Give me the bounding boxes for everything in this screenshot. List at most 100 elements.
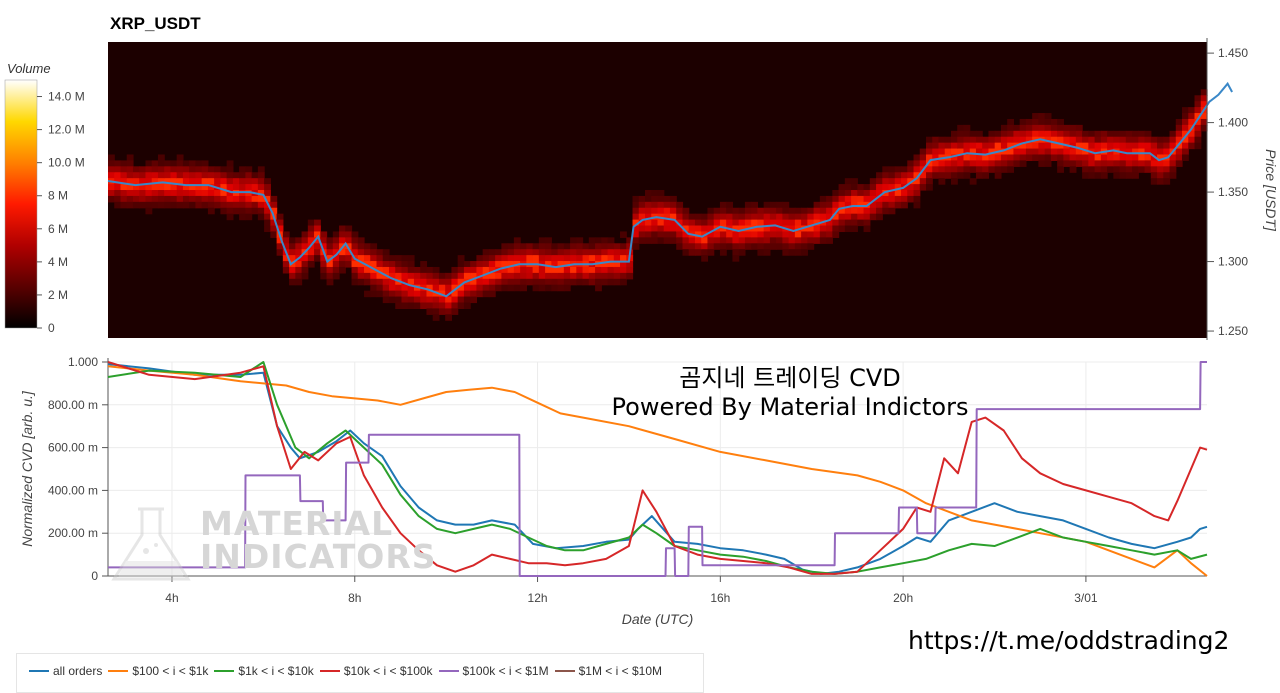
heatmap-cell	[963, 142, 971, 150]
heatmap-cell	[1075, 130, 1083, 138]
heatmap-y-axis: 1.450 1.400 1.350 1.300 1.250 Price [USDT]	[1206, 38, 1279, 340]
heatmap-cell	[857, 190, 865, 197]
heatmap-cell	[932, 154, 940, 161]
heatmap-cell	[470, 290, 478, 298]
heatmap-cell	[1169, 166, 1177, 173]
heatmap-cell	[1082, 130, 1089, 138]
legend-item-2[interactable]: $1k < i < $10k	[214, 664, 314, 678]
heatmap-cell	[907, 160, 915, 167]
heatmap-cell	[126, 166, 134, 173]
heatmap-cell	[382, 261, 390, 268]
heatmap-cell	[707, 219, 715, 227]
heatmap-cell	[239, 172, 246, 179]
heatmap-cell	[913, 166, 921, 173]
heatmap-cell	[694, 219, 702, 227]
heatmap-cell	[526, 278, 534, 286]
heatmap-cell	[1132, 148, 1139, 156]
heatmap-cell	[632, 243, 640, 250]
heatmap-cell	[445, 302, 453, 309]
heatmap-cell	[844, 195, 852, 203]
heatmap-cell	[713, 207, 721, 215]
cvd-x-tick-label: 3/01	[1074, 591, 1098, 605]
heatmap-cell	[1075, 136, 1083, 144]
heatmap-cell	[120, 195, 128, 203]
heatmap-cell	[894, 195, 902, 203]
heatmap-cell	[1000, 124, 1008, 132]
legend-item-4[interactable]: $100k < i < $1M	[438, 664, 549, 678]
heatmap-cell	[264, 207, 271, 215]
heatmap-cell	[232, 201, 240, 209]
heatmap-cell	[926, 184, 933, 191]
heatmap-cell	[776, 207, 783, 215]
heatmap-cell	[108, 166, 115, 173]
heatmap-cell	[963, 166, 971, 173]
heatmap-cell	[901, 172, 908, 179]
heatmap-cell	[1144, 130, 1152, 138]
heatmap-cell	[1032, 148, 1039, 156]
heatmap-cell	[863, 225, 871, 233]
heatmap-cell	[1157, 178, 1164, 185]
telegram-link[interactable]: https://t.me/oddstrading2	[908, 626, 1230, 655]
heatmap-cell	[145, 166, 153, 173]
heatmap-cell	[432, 308, 440, 315]
colorbar-tick-label: 0	[48, 321, 55, 335]
heatmap-cell	[413, 296, 421, 304]
heatmap-cell	[1057, 148, 1064, 156]
heatmap-cell	[844, 213, 852, 221]
heatmap-cell	[563, 255, 571, 262]
heatmap-cell	[1113, 130, 1121, 138]
heatmap-cell	[1069, 136, 1077, 144]
heatmap-cell	[857, 219, 865, 227]
heatmap-cell	[626, 272, 634, 280]
heatmap-cell	[788, 231, 796, 238]
heatmap-cell	[413, 290, 421, 298]
heatmap-cell	[738, 213, 746, 221]
heatmap-cell	[563, 272, 571, 280]
heatmap-cell	[776, 201, 783, 209]
heatmap-cell	[601, 249, 609, 256]
heatmap-cell	[719, 219, 727, 227]
heatmap-cell	[301, 237, 309, 244]
heatmap-cell	[613, 249, 621, 256]
heatmap-cell	[1063, 130, 1071, 138]
heatmap-cell	[894, 172, 902, 179]
heatmap-cell	[588, 255, 596, 262]
heatmap-cell	[994, 166, 1002, 173]
heatmap-cell	[907, 166, 915, 173]
cvd-axes: 0 200.00 m 400.00 m 600.00 m 800.00 m 1.000 4h…	[19, 355, 1207, 627]
heatmap-cell	[1150, 136, 1158, 144]
heatmap-y-tick-label: 1.350	[1218, 185, 1248, 199]
heatmap-cell	[570, 266, 577, 274]
heatmap-cell	[1175, 130, 1183, 138]
heatmap-cell	[407, 290, 415, 298]
heatmap-cell	[1057, 166, 1064, 173]
legend-label: $1k < i < $10k	[238, 664, 314, 678]
heatmap-cell	[975, 154, 983, 161]
heatmap-cell	[289, 243, 296, 250]
heatmap-cell	[501, 266, 509, 274]
heatmap-cell	[1200, 89, 1208, 96]
heatmap-cell	[907, 190, 915, 197]
heatmap-cell	[470, 261, 478, 268]
heatmap-cell	[214, 172, 221, 179]
legend-item-5[interactable]: $1M < i < $10M	[554, 664, 662, 678]
heatmap-cell	[270, 219, 278, 227]
heatmap-cell	[1013, 124, 1021, 132]
heatmap-cell	[1194, 142, 1202, 150]
heatmap-cell	[1132, 160, 1139, 167]
heatmap-cell	[651, 225, 659, 233]
colorbar: 0 2 M 4 M 6 M 8 M 10.0 M 12.0 M 14.0 M	[4, 79, 85, 335]
heatmap-cell	[826, 195, 833, 203]
heatmap-cell	[738, 219, 746, 227]
heatmap-cell	[819, 213, 827, 221]
legend-item-3[interactable]: $10k < i < $100k	[319, 664, 433, 678]
heatmap-cell	[401, 302, 409, 309]
legend-item-0[interactable]: all orders	[29, 664, 102, 678]
legend-label: $10k < i < $100k	[343, 664, 433, 678]
heatmap-cell	[994, 160, 1002, 167]
heatmap-cell	[251, 172, 259, 179]
heatmap-cell	[669, 231, 677, 238]
legend-item-1[interactable]: $100 < i < $1k	[108, 664, 208, 678]
heatmap-cell	[620, 231, 627, 238]
heatmap-cell	[926, 148, 933, 156]
